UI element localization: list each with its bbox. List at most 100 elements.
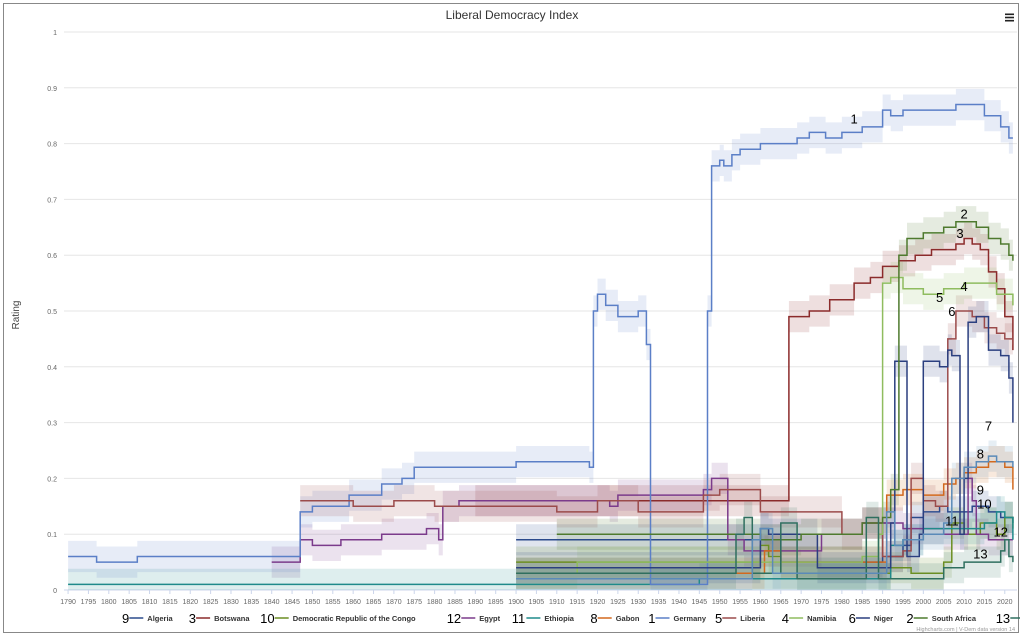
- series-line[interactable]: [68, 103, 1013, 586]
- series-line[interactable]: [475, 237, 1014, 502]
- x-tick-label: 1970: [793, 599, 809, 606]
- series-annotation: 5: [936, 290, 943, 305]
- legend-label[interactable]: Egypt: [479, 614, 500, 623]
- y-tick-label: 0.7: [47, 197, 57, 204]
- x-tick-label: 1910: [549, 599, 565, 606]
- x-tick-label: 1985: [854, 599, 870, 606]
- legend-number[interactable]: 11: [512, 611, 526, 626]
- x-tick-label: 1850: [305, 599, 321, 606]
- x-tick-label: 1800: [101, 599, 117, 606]
- confidence-band: [516, 440, 1013, 590]
- x-tick-label: 1990: [875, 599, 891, 606]
- legend-number[interactable]: 5: [715, 611, 722, 626]
- confidence-band: [516, 446, 1013, 589]
- series-line[interactable]: [516, 455, 1014, 580]
- x-tick-label: 1820: [182, 599, 198, 606]
- series-annotation: 1: [850, 111, 857, 126]
- series-line[interactable]: [516, 516, 1014, 580]
- series-annotation: 7: [985, 418, 992, 433]
- x-tick-label: 1870: [386, 599, 402, 606]
- legend-number[interactable]: 12: [447, 611, 461, 626]
- series-annotation: 12: [993, 524, 1007, 539]
- series-annotation: 2: [960, 206, 967, 221]
- legend-number[interactable]: 9: [122, 611, 129, 626]
- legend-label[interactable]: Liberia: [740, 614, 765, 623]
- legend-number[interactable]: 13: [996, 611, 1010, 626]
- legend-label[interactable]: South Africa: [932, 614, 977, 623]
- x-tick-label: 1880: [427, 599, 443, 606]
- series-annotation: 11: [945, 513, 959, 528]
- legend-number[interactable]: 1: [648, 611, 655, 626]
- series-annotation: 9: [977, 483, 984, 498]
- x-tick-label: 2015: [977, 599, 993, 606]
- series-lines: [68, 103, 1014, 586]
- x-tick-label: 1915: [569, 599, 585, 606]
- x-tick-label: 1875: [406, 599, 422, 606]
- credit-text[interactable]: Highcharts.com | V-Dem data version 14: [916, 627, 1015, 633]
- legend-label[interactable]: Algeria: [147, 614, 173, 623]
- series-annotation: 10: [977, 497, 991, 512]
- legend-number[interactable]: 4: [782, 611, 789, 626]
- y-tick-label: 0.1: [47, 532, 57, 539]
- confidence-band: [516, 261, 1013, 589]
- series-line[interactable]: [516, 276, 1014, 575]
- series-annotation: 13: [973, 547, 987, 562]
- y-axis-label: Rating: [11, 301, 22, 330]
- x-tick-label: 1840: [264, 599, 280, 606]
- confidence-band: [300, 295, 1013, 573]
- x-tick-label: 1975: [814, 599, 830, 606]
- series-line[interactable]: [556, 220, 1014, 541]
- gridlines: [64, 31, 1017, 591]
- x-tick-label: 1940: [671, 599, 687, 606]
- confidence-band: [271, 462, 1013, 578]
- series-annotation: 3: [956, 226, 963, 241]
- x-tick-label: 1845: [284, 599, 300, 606]
- chart-title: Liberal Democracy Index: [446, 8, 579, 22]
- x-tick-label: 2010: [956, 599, 972, 606]
- legend-number[interactable]: 8: [590, 611, 597, 626]
- confidence-band: [556, 206, 1013, 556]
- legend-number[interactable]: 10: [260, 611, 274, 626]
- legend-label[interactable]: Niger: [874, 614, 893, 623]
- x-tick-label: 1925: [610, 599, 626, 606]
- y-tick-label: 1: [53, 30, 57, 37]
- x-tick-label: 1830: [223, 599, 239, 606]
- x-tick-label: 2000: [916, 599, 932, 606]
- legend-label[interactable]: Democratic Republic of the Congo: [293, 614, 416, 623]
- x-tick-label: 1865: [366, 599, 382, 606]
- x-tick-label: 1815: [162, 599, 178, 606]
- y-tick-label: 0.5: [47, 309, 57, 316]
- x-axis-ticks: 1790 1795 1800 1805 1810 1815 1820 1825 1830 1835…: [60, 590, 1013, 606]
- legend-label[interactable]: Namibia: [807, 614, 837, 623]
- legend-number[interactable]: 3: [189, 611, 196, 626]
- legend-number[interactable]: 6: [849, 611, 856, 626]
- y-tick-label: 0.9: [47, 86, 57, 93]
- x-tick-label: 1960: [753, 599, 769, 606]
- y-tick-label: 0.8: [47, 142, 57, 149]
- legend-label[interactable]: Botswana: [214, 614, 250, 623]
- x-tick-label: 1825: [203, 599, 219, 606]
- x-tick-label: 1895: [488, 599, 504, 606]
- x-tick-label: 1795: [81, 599, 97, 606]
- confidence-band: [475, 222, 1013, 517]
- legend-label[interactable]: Ethiopia: [544, 614, 574, 623]
- x-tick-label: 1805: [121, 599, 137, 606]
- x-tick-label: 1855: [325, 599, 341, 606]
- y-tick-label: 0.2: [47, 476, 57, 483]
- hamburger-menu-icon[interactable]: [1004, 12, 1015, 23]
- x-tick-label: 1930: [630, 599, 646, 606]
- y-tick-label: 0.3: [47, 421, 57, 428]
- confidence-band: [516, 301, 1013, 584]
- x-tick-label: 1945: [692, 599, 708, 606]
- x-tick-label: 1860: [345, 599, 361, 606]
- x-tick-label: 1950: [712, 599, 728, 606]
- legend-label[interactable]: Germany: [674, 614, 707, 623]
- legend-number[interactable]: 2: [906, 611, 913, 626]
- x-tick-label: 1920: [590, 599, 606, 606]
- x-tick-label: 1980: [834, 599, 850, 606]
- legend-label[interactable]: Gabon: [616, 614, 640, 623]
- x-tick-label: 1810: [142, 599, 158, 606]
- series-annotation: 6: [948, 304, 955, 319]
